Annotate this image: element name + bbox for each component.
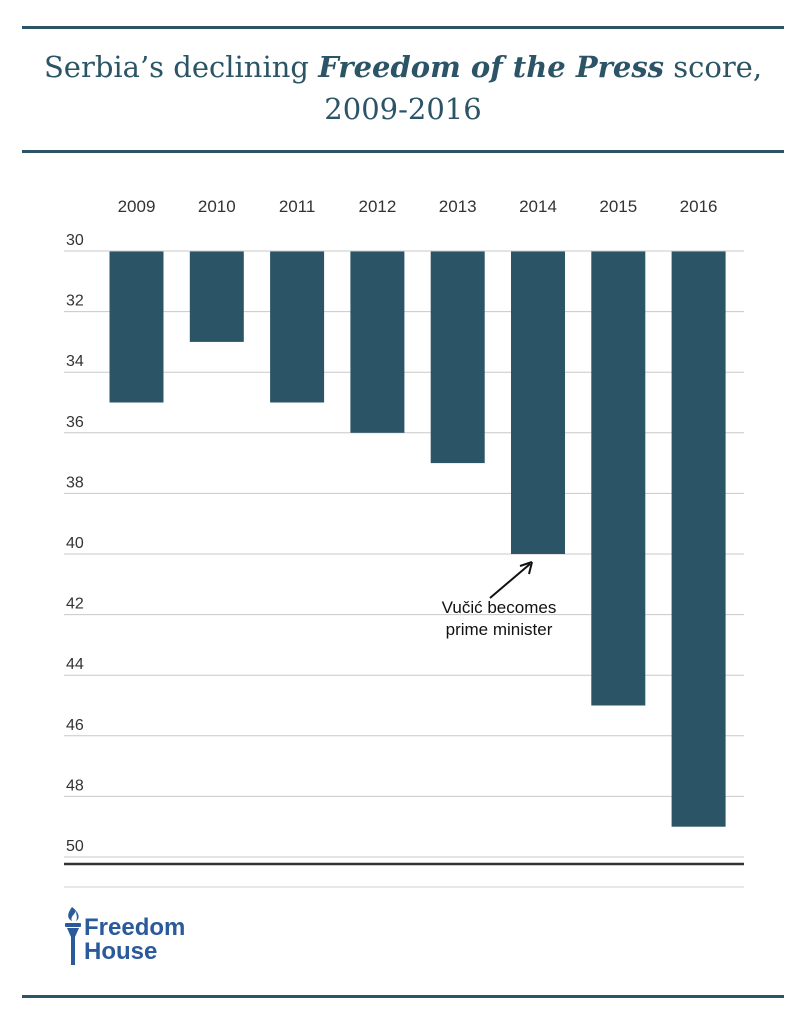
- y-tick-label: 40: [66, 535, 84, 552]
- y-tick-label: 38: [66, 474, 84, 491]
- annotation-arrow: [489, 563, 531, 599]
- title-part2: score,: [664, 50, 763, 84]
- x-tick-label: 2014: [519, 197, 557, 216]
- title-line2: 2009-2016: [324, 92, 482, 126]
- y-tick-label: 36: [66, 414, 84, 431]
- title-italic: Freedom of the Press: [318, 50, 665, 84]
- bottom-rule: [22, 995, 784, 998]
- title-bottom-rule: [22, 150, 784, 153]
- x-tick-label: 2016: [680, 197, 718, 216]
- top-rule: [22, 26, 784, 29]
- y-tick-label: 34: [66, 353, 84, 370]
- y-tick-label: 44: [66, 656, 84, 673]
- logo-line1: Freedom: [84, 914, 186, 941]
- bar: [671, 251, 726, 827]
- x-tick-label: 2011: [279, 197, 316, 216]
- x-tick-label: 2012: [358, 197, 396, 216]
- bar: [430, 251, 485, 464]
- annotation-arrowhead: [519, 561, 533, 575]
- bar-chart: 30 32 34 36 38 40 42 44 46 48 50 2009 2010 2011 2012 20…: [64, 197, 744, 888]
- freedom-house-logo: [65, 907, 81, 965]
- logo-text: Freedom House: [84, 916, 185, 964]
- y-tick-label: 30: [66, 232, 84, 249]
- bar: [189, 251, 244, 342]
- annotation-text: Vučić becomes: [442, 598, 557, 617]
- y-tick-label: 42: [66, 596, 84, 613]
- x-tick-label: 2015: [599, 197, 637, 216]
- bar: [591, 251, 646, 706]
- x-tick-label: 2009: [118, 197, 156, 216]
- bar: [511, 251, 565, 554]
- logo-line2: House: [84, 938, 158, 965]
- x-tick-label: 2013: [439, 197, 477, 216]
- title-part1: Serbia’s declining: [43, 50, 319, 84]
- bar: [109, 251, 164, 403]
- bar: [270, 251, 325, 403]
- y-tick-label: 46: [66, 717, 84, 734]
- y-tick-label: 50: [66, 838, 84, 855]
- y-tick-label: 48: [66, 777, 84, 794]
- torch-icon: [65, 907, 81, 965]
- bar: [350, 251, 405, 433]
- y-tick-label: 32: [66, 293, 84, 310]
- x-tick-label: 2010: [198, 197, 236, 216]
- annotation-text: prime minister: [446, 620, 553, 639]
- chart-title: Serbia’s declining Freedom of the Press …: [22, 46, 784, 130]
